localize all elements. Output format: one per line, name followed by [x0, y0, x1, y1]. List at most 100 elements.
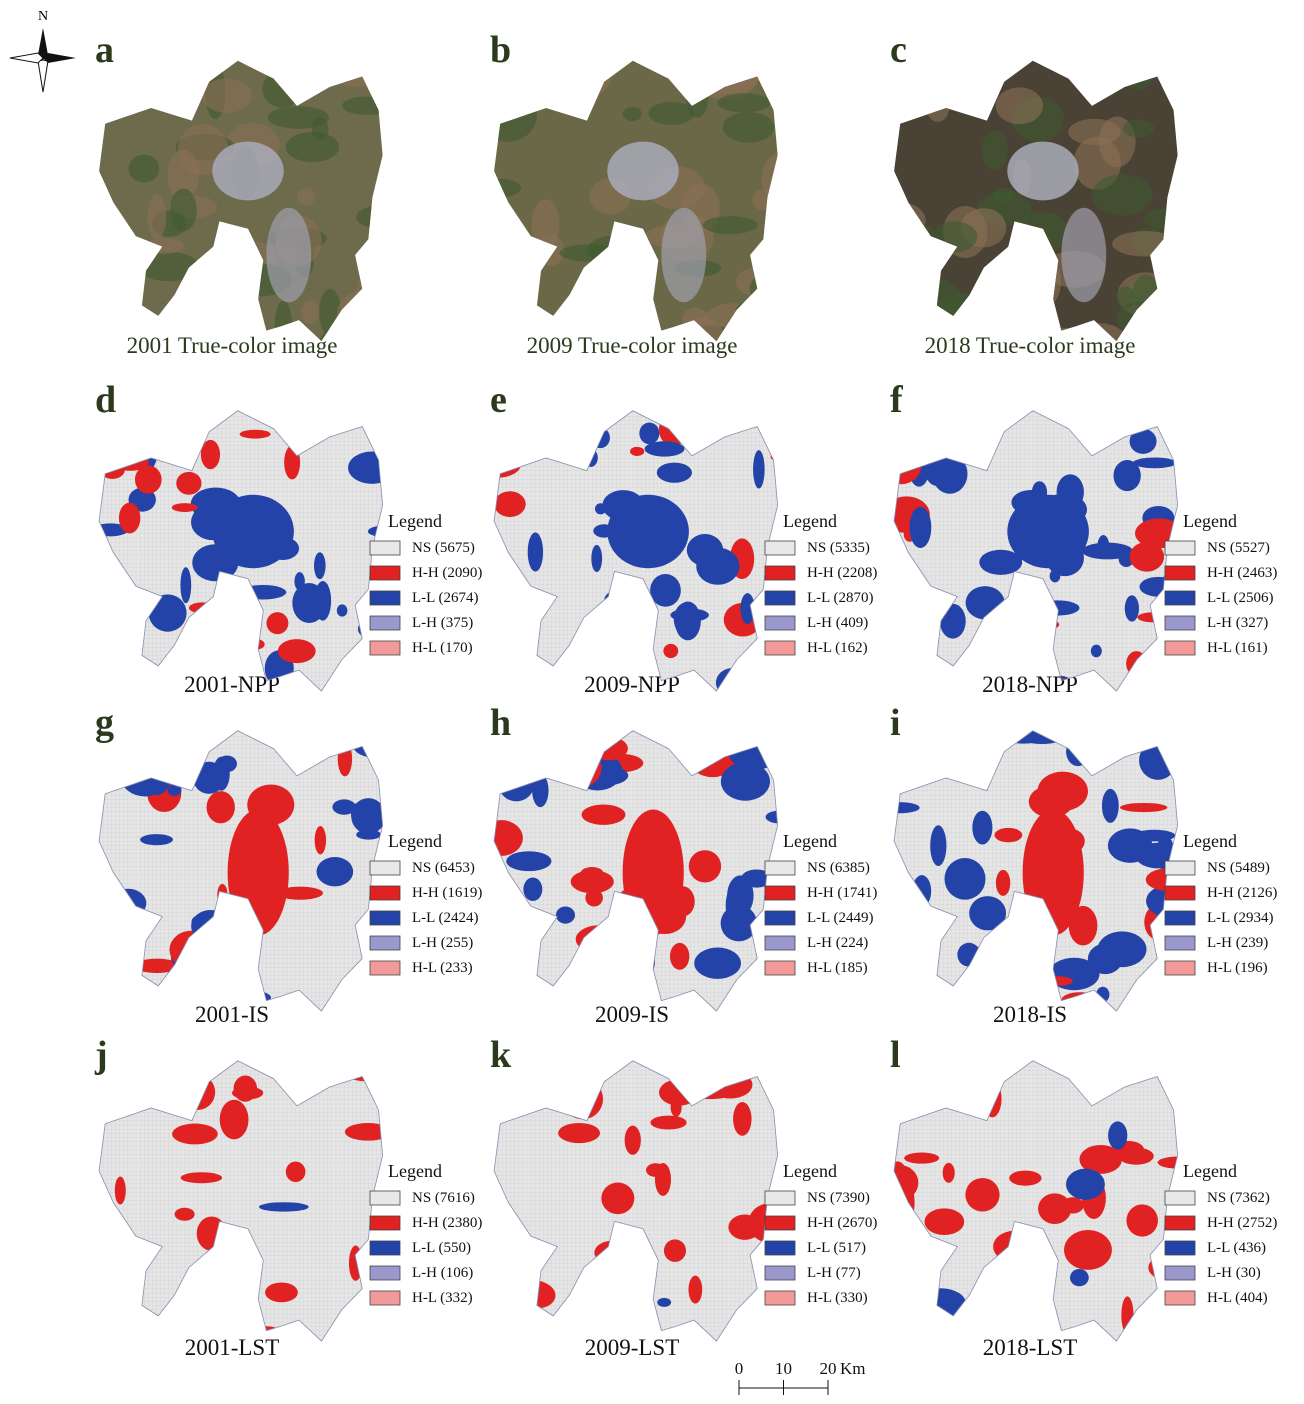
cluster-patch [348, 452, 396, 484]
legend-swatch [370, 641, 400, 655]
legend-item: H-H (2670) [807, 1215, 877, 1231]
imagery-patch [301, 300, 320, 324]
legend-swatch [765, 616, 795, 630]
imagery-patch [491, 78, 511, 95]
cluster-patch [716, 388, 743, 403]
imagery-patch [262, 70, 302, 108]
cluster-patch [930, 825, 946, 866]
cluster-patch [173, 702, 209, 738]
cluster-patch [558, 1123, 600, 1143]
scale-label: 20 [820, 1359, 837, 1378]
cluster-patch [910, 507, 932, 548]
cluster-patch [664, 1239, 686, 1262]
imagery-patch [751, 31, 774, 60]
cluster-patch [694, 948, 741, 979]
cluster-patch [585, 640, 597, 671]
cluster-patch [1016, 951, 1048, 982]
cluster-patch [1088, 944, 1123, 975]
cluster-patch [197, 1216, 227, 1250]
imagery-patch [996, 87, 1043, 124]
map [882, 1045, 1199, 1353]
legend-swatch [765, 1191, 795, 1205]
cluster-patch [100, 460, 125, 479]
imagery-patch [268, 106, 329, 128]
cluster-patch [511, 1085, 558, 1103]
cluster-patch [1062, 1197, 1084, 1213]
legend-title: Legend [783, 511, 837, 531]
cluster-patch [180, 1075, 215, 1110]
cluster-patch [259, 1202, 309, 1211]
legend-item: H-L (170) [412, 640, 473, 656]
map-fill [78, 385, 405, 707]
urban-area [661, 208, 706, 303]
legend-swatch [1165, 541, 1195, 555]
panel-caption: 2001-LST [185, 1335, 280, 1360]
cluster-patch [144, 759, 170, 795]
imagery-patch [297, 188, 315, 205]
cluster-patch [506, 851, 551, 871]
imagery-patch [982, 130, 1009, 169]
map-fill [477, 699, 795, 1032]
urban-area [266, 208, 311, 303]
legend-item: H-H (2463) [1207, 565, 1277, 581]
legend-item: H-L (332) [412, 1290, 473, 1306]
cluster-patch [1126, 1204, 1158, 1236]
cluster-patch [881, 753, 928, 764]
legend-item: H-L (404) [1207, 1290, 1268, 1306]
cluster-patch [1139, 741, 1177, 780]
cluster-patch [135, 465, 162, 493]
cluster-patch [96, 872, 113, 901]
cluster-patch [532, 774, 548, 807]
cluster-patch [477, 940, 512, 958]
cluster-patch [556, 906, 575, 923]
cluster-patch [966, 586, 1005, 619]
cluster-patch [266, 612, 288, 634]
legend-item: L-H (106) [412, 1265, 473, 1281]
cluster-patch [133, 1080, 147, 1091]
cluster-patch [345, 1123, 391, 1141]
cluster-patch [83, 939, 123, 947]
cluster-patch [265, 1283, 298, 1303]
cluster-patch [315, 826, 326, 854]
imagery-patch [147, 194, 166, 239]
cluster-patch [696, 716, 746, 753]
cluster-patch [568, 759, 584, 784]
map-fill [467, 384, 794, 699]
map [95, 1033, 397, 1362]
legend-item: H-H (2752) [1207, 1215, 1277, 1231]
imagery-patch [342, 97, 391, 115]
cluster-patch [528, 1045, 578, 1060]
cluster-patch [588, 699, 608, 732]
urban-area [607, 142, 678, 201]
cluster-patch [601, 1183, 634, 1215]
panel-caption: 2009-IS [595, 1002, 669, 1027]
cluster-patch [918, 715, 965, 733]
cluster-patch [504, 1280, 553, 1303]
cluster-patch [879, 968, 906, 1000]
map [878, 704, 1192, 1030]
cluster-patch [1126, 651, 1147, 676]
cluster-patch [639, 423, 659, 445]
imagery-patch [1123, 52, 1155, 90]
legend-swatch [1165, 616, 1195, 630]
cluster-patch [191, 913, 227, 930]
cluster-patch [292, 583, 326, 623]
legend-swatch [765, 961, 795, 975]
legend-swatch [1165, 566, 1195, 580]
urban-area [1007, 142, 1078, 201]
cluster-patch [282, 399, 296, 411]
legend-swatch [370, 936, 400, 950]
imagery-patch [648, 102, 694, 125]
legend-title: Legend [783, 831, 837, 851]
imagery-patch [227, 253, 262, 297]
legend-item: NS (5489) [1207, 860, 1270, 876]
legend-swatch [1165, 861, 1195, 875]
imagery-patch [1117, 301, 1170, 337]
imagery-patch [1112, 231, 1178, 257]
cluster-patch [354, 735, 398, 758]
cluster-patch [142, 701, 185, 733]
cluster-patch [168, 1007, 179, 1018]
panel-letter: f [890, 379, 904, 421]
compass: N [10, 9, 76, 92]
imagery-patch [885, 251, 934, 282]
